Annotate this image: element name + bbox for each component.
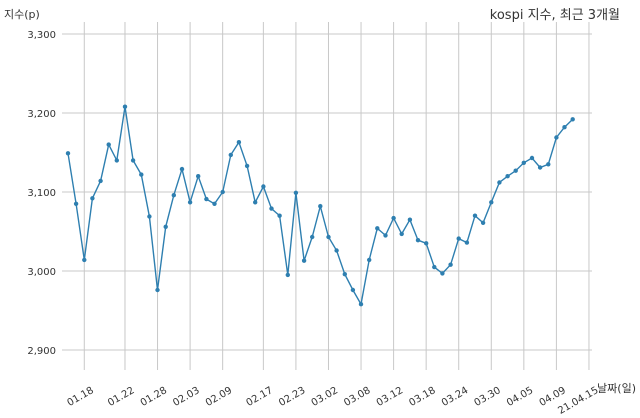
x-tick-label: 03.12 [375,385,405,409]
data-point [163,224,168,229]
data-point [73,201,79,206]
data-point [269,206,274,211]
data-point [90,196,95,201]
data-point [383,233,388,238]
series-layer [65,104,575,307]
y-axis-label: 지수(p) [4,8,40,21]
data-point [505,174,510,179]
data-point [391,215,396,221]
data-point [464,240,470,245]
data-point [204,196,209,202]
data-point [130,158,136,163]
data-point [358,302,364,307]
y-tick-label: 3,300 [27,30,56,41]
data-point [277,213,282,218]
data-point [562,125,567,130]
data-point [554,135,559,140]
data-point [139,172,144,177]
data-point [424,241,429,246]
x-tick-label: 01.18 [65,385,95,409]
data-point [440,271,445,276]
data-point [318,204,323,209]
data-point [106,142,111,147]
data-point [456,236,461,241]
y-tick-label: 3,200 [27,109,56,120]
x-tick-label: 03.02 [310,385,340,409]
x-tick-label: 03.30 [472,385,502,409]
tick-layer: 2,900 3,000 3,100 3,200 3,300 01.18 01.22 01.28… [27,30,600,417]
x-tick-label: 02.17 [245,385,275,409]
data-point [399,231,404,237]
data-point [122,104,128,109]
data-point [228,152,233,158]
data-point [171,193,176,198]
data-point [155,287,160,293]
x-tick-label: 03.24 [440,385,470,409]
data-point [114,158,120,163]
data-point [220,189,225,195]
data-point [65,151,71,156]
data-point [407,217,413,222]
data-point [546,162,551,167]
data-point [472,213,478,218]
data-point [244,163,250,169]
data-point [212,201,217,206]
data-point [293,190,299,195]
chart-title: kospi 지수, 최근 3개월 [489,8,620,23]
data-point [448,262,453,267]
data-point [375,226,380,231]
x-tick-label: 04.05 [505,385,535,409]
data-point [236,140,242,145]
data-point [570,117,575,122]
data-point [342,272,347,277]
data-point [350,287,356,293]
y-tick-label: 3,000 [27,267,56,278]
data-point [367,257,372,263]
data-point [513,168,518,173]
x-tick-label: 02.23 [277,385,307,409]
x-tick-label: 02.09 [204,385,234,409]
data-point [196,174,201,179]
data-point [261,184,266,189]
x-tick-label: 01.28 [139,385,169,409]
data-point [537,165,543,170]
data-point [326,234,331,240]
data-point [432,264,437,270]
x-tick-label: 02.03 [171,385,201,409]
data-point [98,178,103,184]
data-point [310,234,315,240]
x-tick-label: 03.18 [407,385,437,409]
data-point [285,272,290,278]
data-point [334,248,339,253]
x-axis-label: 날짜(일) [597,382,636,395]
data-point [301,258,307,263]
data-point [489,200,494,205]
data-point [253,200,258,205]
data-point [529,155,535,161]
x-tick-label: 01.22 [106,385,136,409]
data-point [82,257,87,263]
data-point [179,166,185,172]
x-tick-label: 03.08 [342,385,372,409]
grid-layer [62,22,592,370]
data-point [480,220,486,225]
data-point [147,214,152,219]
data-point [415,238,421,243]
y-tick-label: 2,900 [27,346,56,357]
y-tick-label: 3,100 [27,188,56,199]
data-point [521,160,526,165]
data-point [497,180,502,185]
data-point [187,200,193,205]
